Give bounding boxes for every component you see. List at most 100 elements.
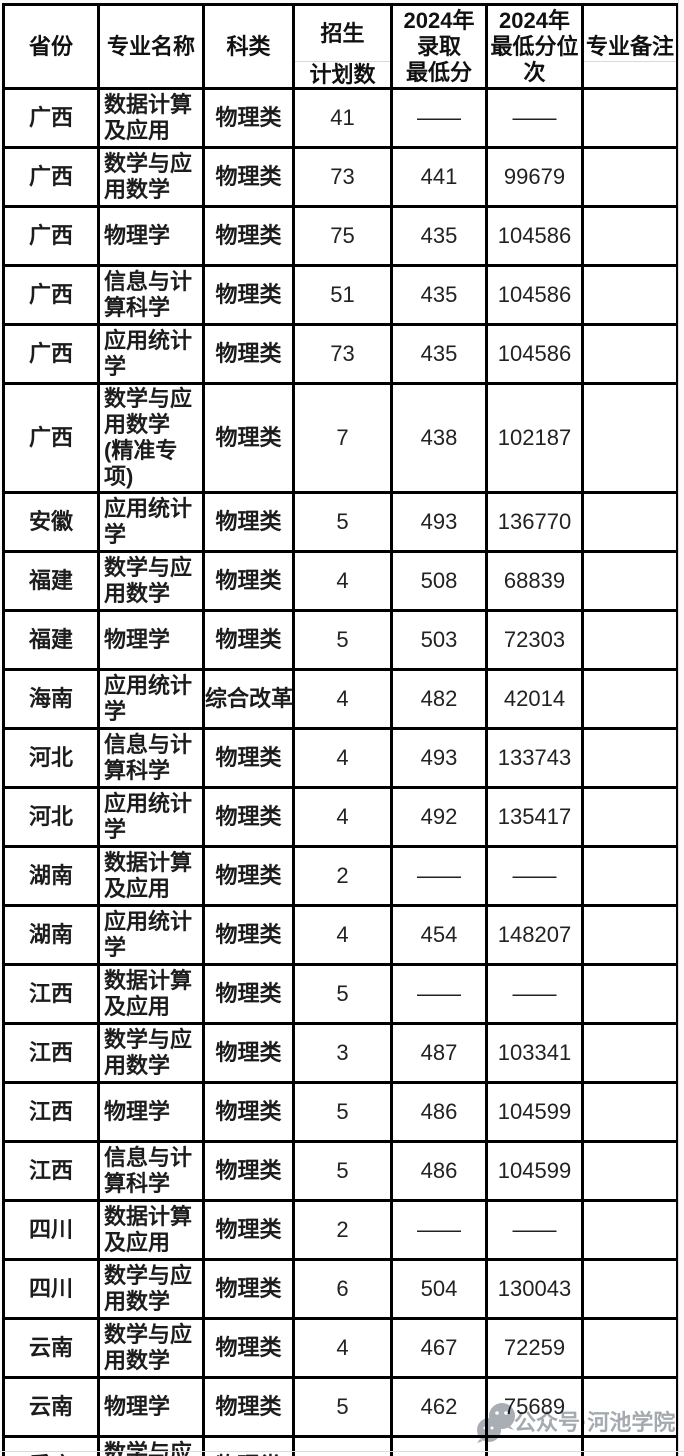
cell-category: 物理类 bbox=[202, 1258, 295, 1320]
cell-min-score: 503 bbox=[390, 609, 488, 671]
cell-category: 物理类 bbox=[202, 963, 295, 1025]
cell-category: 物理类 bbox=[202, 491, 295, 553]
cell-category: 物理类 bbox=[202, 727, 295, 789]
cell-category: 物理类 bbox=[202, 1081, 295, 1143]
cell-min-rank: 104586 bbox=[485, 205, 584, 267]
cell-min-score: —— bbox=[390, 1199, 488, 1261]
table-row: 广西 信息与计 算科学 物理类 51 435 104586 bbox=[2, 264, 679, 326]
cell-plan: 5 bbox=[292, 491, 393, 553]
table-row: 四川 数学与应 用数学 物理类 6 504 130043 bbox=[2, 1258, 679, 1320]
cell-province: 江西 bbox=[2, 1022, 100, 1084]
cell-province: 湖南 bbox=[2, 845, 100, 907]
table-row: 福建 数学与应 用数学 物理类 4 508 68839 bbox=[2, 550, 679, 612]
cell-remark bbox=[581, 904, 679, 966]
cell-plan: 4 bbox=[292, 904, 393, 966]
cell-major: 应用统计 学 bbox=[97, 786, 205, 848]
table-row: 湖南 数据计算 及应用 物理类 2 —— —— bbox=[2, 845, 679, 907]
cell-province: 福建 bbox=[2, 609, 100, 671]
cell-remark bbox=[581, 550, 679, 612]
cell-min-score: 498 bbox=[390, 1435, 488, 1456]
cell-remark bbox=[581, 1317, 679, 1379]
cell-plan: 73 bbox=[292, 146, 393, 208]
cell-remark bbox=[581, 1258, 679, 1320]
cell-province: 广西 bbox=[2, 264, 100, 326]
table-row: 湖南 应用统计 学 物理类 4 454 148207 bbox=[2, 904, 679, 966]
col-header-province: 省份 bbox=[2, 3, 100, 90]
table-row: 河北 应用统计 学 物理类 4 492 135417 bbox=[2, 786, 679, 848]
col-header-remark-label: 专业备注 bbox=[585, 33, 674, 59]
cell-category: 综合改革 bbox=[202, 668, 295, 730]
col-header-remark: 专业备注 bbox=[581, 3, 679, 90]
cell-province: 云南 bbox=[2, 1317, 100, 1379]
table-row: 广西 应用统计 学 物理类 73 435 104586 bbox=[2, 323, 679, 385]
cell-province: 江西 bbox=[2, 1081, 100, 1143]
cell-province: 河北 bbox=[2, 786, 100, 848]
cell-min-score: 435 bbox=[390, 323, 488, 385]
cell-province: 广西 bbox=[2, 323, 100, 385]
cell-min-score: 438 bbox=[390, 382, 488, 494]
cell-min-rank: 68839 bbox=[485, 550, 584, 612]
cell-min-rank: 102187 bbox=[485, 382, 584, 494]
cell-plan: 4 bbox=[292, 1317, 393, 1379]
cell-category: 物理类 bbox=[202, 786, 295, 848]
cell-min-rank: 104586 bbox=[485, 323, 584, 385]
admissions-table: 省份 专业名称 科类 招生 计划数 2024年 录取 最低分 2024年 最低分… bbox=[2, 3, 679, 1456]
cell-province: 广西 bbox=[2, 205, 100, 267]
faint-gridline-horizontal bbox=[0, 1451, 684, 1452]
cell-min-rank: 130043 bbox=[485, 1258, 584, 1320]
cell-min-rank: —— bbox=[485, 1199, 584, 1261]
cell-province: 海南 bbox=[2, 668, 100, 730]
cell-min-rank: 133743 bbox=[485, 727, 584, 789]
cell-min-score: 486 bbox=[390, 1140, 488, 1202]
cell-category: 物理类 bbox=[202, 1435, 295, 1456]
cell-remark bbox=[581, 146, 679, 208]
cell-major: 数学与应 用数学 bbox=[97, 550, 205, 612]
col-header-plan-bottom: 计划数 bbox=[309, 61, 376, 87]
table-row: 重庆 数学与应 用数学 物理类 3 498 61933 bbox=[2, 1435, 679, 1456]
cell-min-score: 493 bbox=[390, 727, 488, 789]
cell-province: 江西 bbox=[2, 1140, 100, 1202]
cell-remark bbox=[581, 1022, 679, 1084]
cell-plan: 51 bbox=[292, 264, 393, 326]
table-row: 云南 物理学 物理类 5 462 75689 bbox=[2, 1376, 679, 1438]
cell-remark bbox=[581, 323, 679, 385]
cell-category: 物理类 bbox=[202, 382, 295, 494]
cell-major: 物理学 bbox=[97, 1081, 205, 1143]
cell-min-rank: —— bbox=[485, 845, 584, 907]
cell-min-rank: 104599 bbox=[485, 1140, 584, 1202]
cell-category: 物理类 bbox=[202, 323, 295, 385]
cell-major: 信息与计 算科学 bbox=[97, 727, 205, 789]
header-row: 省份 专业名称 科类 招生 计划数 2024年 录取 最低分 2024年 最低分… bbox=[2, 3, 679, 90]
cell-category: 物理类 bbox=[202, 87, 295, 149]
cell-plan: 5 bbox=[292, 963, 393, 1025]
cell-min-rank: 42014 bbox=[485, 668, 584, 730]
cell-category: 物理类 bbox=[202, 845, 295, 907]
cell-major: 数据计算 及应用 bbox=[97, 1199, 205, 1261]
cell-province: 广西 bbox=[2, 87, 100, 149]
cell-remark bbox=[581, 609, 679, 671]
cell-remark bbox=[581, 668, 679, 730]
cell-category: 物理类 bbox=[202, 1199, 295, 1261]
cell-plan: 73 bbox=[292, 323, 393, 385]
cell-province: 河北 bbox=[2, 727, 100, 789]
cell-plan: 4 bbox=[292, 550, 393, 612]
cell-remark bbox=[581, 205, 679, 267]
cell-plan: 5 bbox=[292, 1376, 393, 1438]
table-row: 江西 数据计算 及应用 物理类 5 —— —— bbox=[2, 963, 679, 1025]
cell-category: 物理类 bbox=[202, 146, 295, 208]
table-row: 广西 数学与应 用数学 物理类 73 441 99679 bbox=[2, 146, 679, 208]
cell-remark bbox=[581, 382, 679, 494]
cell-major: 数学与应 用数学 bbox=[97, 1435, 205, 1456]
cell-min-score: 462 bbox=[390, 1376, 488, 1438]
cell-min-rank: 148207 bbox=[485, 904, 584, 966]
cell-major: 应用统计 学 bbox=[97, 323, 205, 385]
cell-province: 广西 bbox=[2, 146, 100, 208]
cell-province: 福建 bbox=[2, 550, 100, 612]
cell-major: 物理学 bbox=[97, 1376, 205, 1438]
cell-major: 数学与应 用数学 bbox=[97, 1258, 205, 1320]
cell-remark bbox=[581, 845, 679, 907]
cell-plan: 5 bbox=[292, 1081, 393, 1143]
cell-min-rank: 61933 bbox=[485, 1435, 584, 1456]
cell-plan: 4 bbox=[292, 727, 393, 789]
